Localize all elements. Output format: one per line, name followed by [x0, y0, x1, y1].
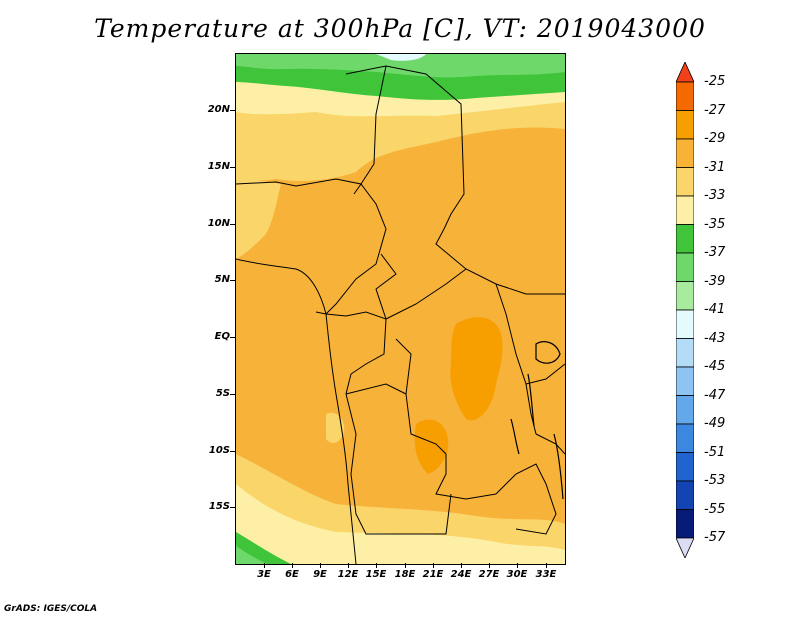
fill-minus-33-spot [326, 412, 345, 444]
coastline [236, 258, 357, 564]
y-tick-label: 10N [207, 218, 230, 229]
x-tick-label: 6E [285, 569, 299, 580]
country-borders [236, 65, 565, 535]
fill-minus-39-south [236, 546, 268, 564]
colorbar-label: -29 [704, 131, 726, 146]
y-tick [230, 224, 235, 225]
y-tick [230, 451, 235, 452]
colorbar-bottom-triangle [676, 537, 694, 558]
fill-minus-33-west [236, 174, 281, 259]
colorbar-label: -47 [704, 387, 726, 403]
colorbar-segment [676, 338, 694, 368]
colorbar-segment [676, 395, 694, 425]
colorbar-label: -45 [704, 359, 726, 374]
colorbar-segment [676, 224, 694, 254]
colorbar-label: -25 [704, 74, 726, 89]
temperature-field [236, 54, 565, 564]
colorbar-segment [676, 366, 694, 396]
colorbar-segment [676, 252, 694, 282]
y-tick-label: 5N [214, 274, 230, 285]
y-tick-label: 15N [207, 161, 230, 172]
colorbar-segments [676, 62, 694, 558]
colorbar-label: -53 [704, 473, 726, 488]
colorbar-segment [676, 81, 694, 111]
colorbar-segment [676, 167, 694, 197]
y-tick [230, 394, 235, 395]
y-tick-label: 5S [215, 388, 230, 399]
x-tick [376, 563, 377, 568]
y-tick-label: 10S [208, 445, 230, 456]
x-tick [517, 563, 518, 568]
y-tick-label: 15S [208, 501, 230, 512]
x-tick [405, 563, 406, 568]
x-tick [348, 563, 349, 568]
colorbar-label: -33 [704, 188, 726, 203]
y-tick-label: EQ [214, 331, 230, 342]
colorbar-segment [676, 309, 694, 339]
map-title: Temperature at 300hPa [C], VT: 201904300… [94, 14, 706, 43]
x-tick [461, 563, 462, 568]
colorbar [676, 62, 694, 558]
colorbar-segment [676, 423, 694, 453]
x-tick-label: 27E [478, 569, 500, 580]
fill-minus-39-north [236, 54, 565, 78]
colorbar-label: -41 [704, 302, 726, 317]
colorbar-label: -57 [704, 530, 726, 545]
x-tick-label: 21E [422, 569, 444, 580]
x-tick-label: 12E [337, 569, 359, 580]
y-tick [230, 280, 235, 281]
y-tick [230, 337, 235, 338]
colorbar-segment [676, 509, 694, 539]
colorbar-label: -37 [704, 245, 726, 260]
x-tick-label: 30E [506, 569, 528, 580]
y-tick [230, 167, 235, 168]
colorbar-segment [676, 110, 694, 140]
colorbar-segment [676, 452, 694, 482]
colorbar-label: -35 [704, 216, 726, 232]
colorbar-segment [676, 195, 694, 225]
x-tick [546, 563, 547, 568]
x-tick [320, 563, 321, 568]
colorbar-label: -27 [704, 102, 726, 118]
x-tick-label: 24E [450, 569, 472, 580]
grads-credit: GrADS: IGES/COLA [4, 604, 98, 614]
colorbar-label: -51 [704, 444, 726, 460]
y-tick [230, 110, 235, 111]
colorbar-segment [676, 281, 694, 311]
colorbar-top-triangle [676, 62, 694, 83]
temperature-map [235, 53, 566, 565]
y-tick-label: 20N [207, 104, 230, 115]
x-tick [433, 563, 434, 568]
x-tick-label: 3E [257, 569, 271, 580]
y-tick [230, 507, 235, 508]
x-tick-label: 9E [313, 569, 327, 580]
x-tick-label: 33E [535, 569, 557, 580]
x-tick [292, 563, 293, 568]
x-tick-label: 15E [365, 569, 387, 580]
colorbar-segment [676, 480, 694, 510]
fill-minus-43-north [376, 54, 426, 61]
colorbar-label: -49 [704, 416, 726, 431]
colorbar-label: -31 [704, 159, 726, 175]
x-tick [489, 563, 490, 568]
fill-minus-35-south [236, 484, 565, 564]
fill-minus-29-center [450, 317, 503, 421]
x-tick [264, 563, 265, 568]
colorbar-label: -55 [704, 501, 726, 517]
fill-minus-29-south [414, 419, 449, 474]
lakes [510, 341, 564, 500]
colorbar-label: -43 [704, 330, 726, 346]
colorbar-label: -39 [704, 273, 726, 289]
x-tick-label: 18E [394, 569, 416, 580]
colorbar-segment [676, 138, 694, 168]
